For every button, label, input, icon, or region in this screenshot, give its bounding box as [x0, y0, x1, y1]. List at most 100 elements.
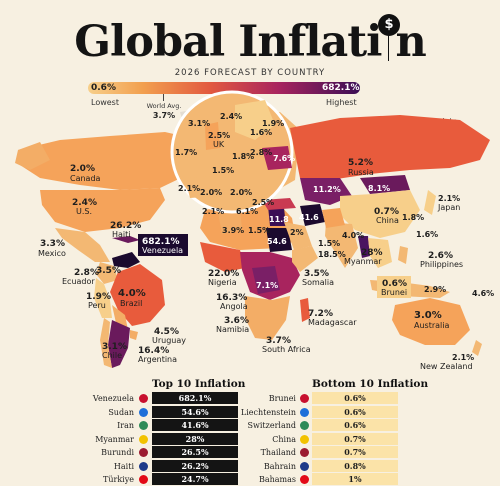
country-name: Myanmar [95, 434, 134, 444]
table-row: Myanmar 28% [0, 432, 500, 446]
mongolia-shape [360, 175, 410, 194]
country-flag-icon [139, 448, 148, 457]
alaska-shape [15, 142, 50, 170]
haiti-value: 26.2% [110, 221, 141, 231]
uk-value: 2.5% [208, 131, 230, 140]
country-name: Liechtenstein [240, 407, 296, 417]
ireland-value: 1.7% [175, 148, 197, 157]
ecuador-peru-shape [94, 278, 112, 318]
drc-shape [252, 266, 280, 294]
venezuela-shape [112, 252, 140, 268]
table-row: Thailand 0.7% [0, 446, 500, 459]
taiwan-value: 1.6% [416, 230, 438, 239]
country-flag-icon [139, 421, 148, 430]
chile-name: Chile [102, 351, 122, 360]
page-title: Global Inflati n [74, 17, 426, 67]
mexico-shape [55, 228, 110, 262]
country-flag-icon [300, 407, 309, 417]
ethiopia-value: 18.5% [318, 250, 346, 259]
inset-iberia-shape [185, 176, 218, 198]
scale-low-value: 0.6% [91, 83, 116, 93]
us-shape [40, 188, 165, 232]
inset-scandinavia-shape [235, 100, 275, 140]
table-row: Bahrain 0.8% [0, 459, 500, 473]
brunei-name: Brunei [381, 288, 407, 297]
country-flag-icon [139, 475, 148, 484]
inflation-value: 0.6% [312, 419, 398, 431]
us-name: U.S. [76, 207, 92, 216]
country-flag-icon [300, 475, 309, 484]
myanmar-name: Myanmar [344, 257, 382, 266]
inflation-value: 0.7% [312, 432, 398, 445]
uruguay-shape [130, 330, 138, 340]
peru-value: 1.9% [86, 292, 111, 302]
canada-shape [18, 132, 205, 190]
libya-value: 1.5% [248, 226, 270, 235]
new-zealand-name: New Zealand [420, 362, 473, 371]
saudi-value: 2% [290, 228, 304, 237]
south-africa-value: 3.7% [266, 336, 291, 346]
canada-name: Canada [70, 174, 101, 183]
country-flag-icon [300, 448, 309, 457]
algeria-shape [218, 208, 242, 234]
country-flag-icon [139, 461, 148, 471]
poland-value: 2.8% [250, 148, 272, 157]
inflation-value: 24.7% [152, 473, 238, 485]
brazil-value: 4.0% [118, 288, 146, 299]
horn-africa-shape [292, 246, 318, 272]
inflation-value: 26.2% [152, 459, 238, 472]
scale-high-value: 682.1% [322, 83, 360, 93]
ecuador-value: 2.8% [74, 268, 99, 278]
philippines-name: Philippines [420, 260, 463, 269]
sudan-shape [266, 228, 292, 252]
inflation-value: 0.8% [312, 459, 398, 472]
brazil-name: Brazil [120, 299, 142, 308]
inset-ukraine-shape [262, 146, 292, 170]
venezuela-value: 682.1% [142, 237, 180, 247]
country-flag-icon [139, 407, 148, 417]
china-value: 0.7% [374, 207, 399, 217]
kazakhstan-shape [300, 178, 352, 205]
country-flag-icon [300, 461, 309, 471]
country-name: Brunei [268, 394, 296, 403]
sweden-value: 1.6% [250, 128, 272, 137]
canada-value: 2.0% [70, 164, 95, 174]
page-subtitle: 2026 FORECAST BY COUNTRY [174, 68, 326, 78]
namibia-value: 3.6% [224, 316, 249, 326]
country-name: Iran [117, 421, 134, 430]
germany-value: 1.8% [232, 152, 254, 161]
haiti-name: Haiti [112, 230, 131, 239]
country-flag-icon [300, 394, 309, 403]
world-avg-tick [163, 94, 164, 101]
argentina-value: 16.4% [138, 346, 169, 356]
yemen-value: 1.5% [318, 239, 340, 248]
scale-high-label: Highest [326, 98, 357, 107]
egypt-value: 11.8 [269, 215, 289, 224]
turkey-shape [262, 198, 296, 210]
south-africa-name: South Africa [262, 345, 311, 354]
turkey-inset-value: 6.1% [236, 207, 258, 216]
inset-uk-shape [205, 122, 220, 150]
iran-value: 41.6 [299, 213, 319, 222]
color-scale-bar [88, 82, 360, 94]
top10-title: Top 10 Inflation [152, 378, 246, 390]
somalia-name: Somalia [302, 278, 334, 287]
mexico-value: 3.3% [40, 239, 65, 249]
pakistan-value: 4.0% [342, 231, 364, 240]
country-name: Bahrain [263, 461, 296, 471]
inflation-value: 54.6% [152, 405, 238, 418]
country-name: China [272, 434, 296, 444]
inflation-value: 41.6% [152, 419, 238, 431]
png-value: 4.6% [472, 289, 494, 298]
country-name: Sudan [108, 407, 134, 417]
angola-value: 16.3% [216, 293, 247, 303]
scale-low-label: Lowest [91, 98, 119, 107]
world-inflation-map: 2.0% Canada 2.4% U.S. 3.3% Mexico 26.2% … [15, 90, 494, 371]
table-row: Brunei 0.6% [0, 392, 500, 405]
madagascar-name: Madagascar [308, 318, 357, 327]
drc-value: 7.1% [256, 281, 278, 290]
balloon-string [388, 35, 389, 61]
japan-name: Japan [437, 203, 460, 212]
country-flag-icon [300, 421, 309, 430]
spain-value: 2.1% [202, 207, 224, 216]
